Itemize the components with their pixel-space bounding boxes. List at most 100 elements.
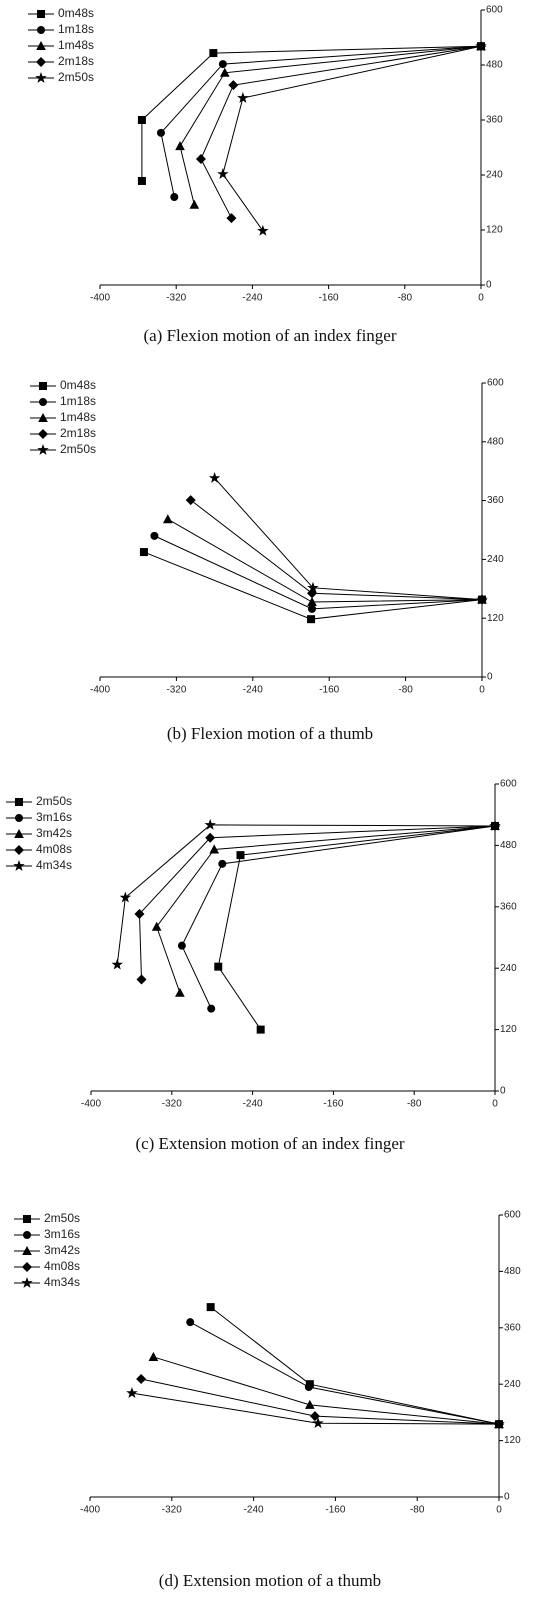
y-tick-label: 600 — [487, 378, 504, 389]
series-line — [181, 825, 496, 1009]
x-tick-label: -320 — [166, 293, 186, 304]
marker — [312, 1417, 324, 1429]
marker — [21, 1261, 33, 1273]
caption: (d) Extension motion of a thumb — [159, 1571, 381, 1590]
marker — [15, 798, 23, 806]
legend-label: 4m08s — [44, 1259, 80, 1273]
x-tick-label: 0 — [496, 1505, 502, 1516]
marker — [205, 832, 216, 843]
marker — [177, 941, 186, 950]
marker — [217, 168, 229, 179]
marker — [36, 40, 46, 50]
marker — [218, 60, 227, 69]
x-tick-label: -240 — [242, 293, 262, 304]
x-tick-label: 0 — [479, 685, 485, 696]
y-tick-label: 120 — [504, 1435, 521, 1446]
series-line — [116, 824, 496, 965]
marker — [228, 80, 239, 91]
marker — [162, 514, 173, 524]
x-tick-label: -80 — [407, 1099, 422, 1110]
y-tick-label: 360 — [487, 495, 504, 506]
y-tick-label: 120 — [486, 225, 503, 236]
marker — [13, 859, 25, 871]
legend-label: 2m50s — [36, 794, 72, 808]
marker — [136, 974, 147, 985]
marker — [175, 987, 185, 997]
marker — [209, 49, 218, 58]
marker — [37, 10, 45, 18]
marker — [257, 224, 269, 236]
x-tick-label: -160 — [319, 685, 339, 696]
marker — [15, 814, 23, 822]
marker — [256, 1025, 265, 1034]
marker — [214, 962, 223, 971]
y-tick-label: 360 — [500, 901, 517, 912]
y-tick-label: 600 — [504, 1210, 521, 1221]
marker — [13, 844, 25, 856]
marker — [22, 1245, 32, 1255]
marker — [489, 819, 501, 831]
y-tick-label: 360 — [486, 115, 503, 126]
marker — [226, 213, 237, 224]
marker — [208, 472, 221, 483]
series-line — [190, 499, 483, 601]
marker — [23, 1215, 31, 1223]
marker — [308, 604, 317, 613]
marker — [170, 193, 179, 201]
legend-label: 3m16s — [36, 810, 72, 824]
marker — [156, 128, 165, 137]
marker — [39, 398, 47, 406]
legend-label: 3m42s — [44, 1243, 80, 1257]
x-tick-label: 0 — [478, 293, 484, 304]
legend-label: 1m48s — [58, 38, 94, 52]
x-tick-label: -400 — [90, 293, 110, 304]
marker — [204, 818, 216, 830]
series-line — [156, 825, 496, 993]
marker — [186, 1318, 195, 1327]
legend-label: 1m48s — [60, 410, 96, 424]
marker — [37, 428, 49, 440]
marker — [219, 67, 230, 77]
series-line — [214, 477, 483, 601]
series-line — [179, 45, 482, 205]
y-tick-label: 120 — [487, 613, 504, 624]
y-tick-label: 480 — [504, 1266, 521, 1277]
x-tick-label: -240 — [244, 1505, 264, 1516]
x-tick-label: -400 — [80, 1505, 100, 1516]
legend-label: 1m18s — [60, 394, 96, 408]
legend-label: 4m34s — [36, 858, 72, 872]
marker — [39, 382, 47, 390]
legend-label: 3m16s — [44, 1227, 80, 1241]
legend-label: 0m48s — [60, 378, 96, 392]
marker — [134, 908, 145, 919]
series-line — [210, 1306, 500, 1425]
marker — [139, 548, 148, 557]
legend-label: 3m42s — [36, 826, 72, 840]
x-tick-label: -160 — [325, 1505, 345, 1516]
marker — [37, 443, 49, 455]
marker — [236, 851, 245, 860]
y-tick-label: 0 — [487, 672, 493, 683]
marker — [307, 581, 319, 593]
y-tick-label: 480 — [487, 436, 504, 447]
marker — [476, 593, 488, 605]
x-tick-label: -160 — [319, 293, 339, 304]
series-line — [141, 45, 482, 181]
y-tick-label: 480 — [500, 840, 517, 851]
marker — [309, 1411, 320, 1422]
marker — [237, 91, 249, 103]
x-tick-label: -80 — [398, 685, 413, 696]
marker — [307, 615, 316, 624]
marker — [37, 26, 45, 34]
marker — [137, 116, 146, 124]
marker — [151, 921, 162, 931]
marker — [195, 153, 206, 164]
y-tick-label: 240 — [486, 170, 503, 181]
y-tick-label: 120 — [500, 1024, 517, 1035]
y-tick-label: 600 — [500, 779, 517, 790]
legend-label: 0m48s — [58, 6, 94, 20]
marker — [150, 531, 159, 540]
caption: (a) Flexion motion of an index finger — [143, 326, 396, 345]
series-line — [217, 825, 496, 1030]
marker — [38, 412, 48, 422]
